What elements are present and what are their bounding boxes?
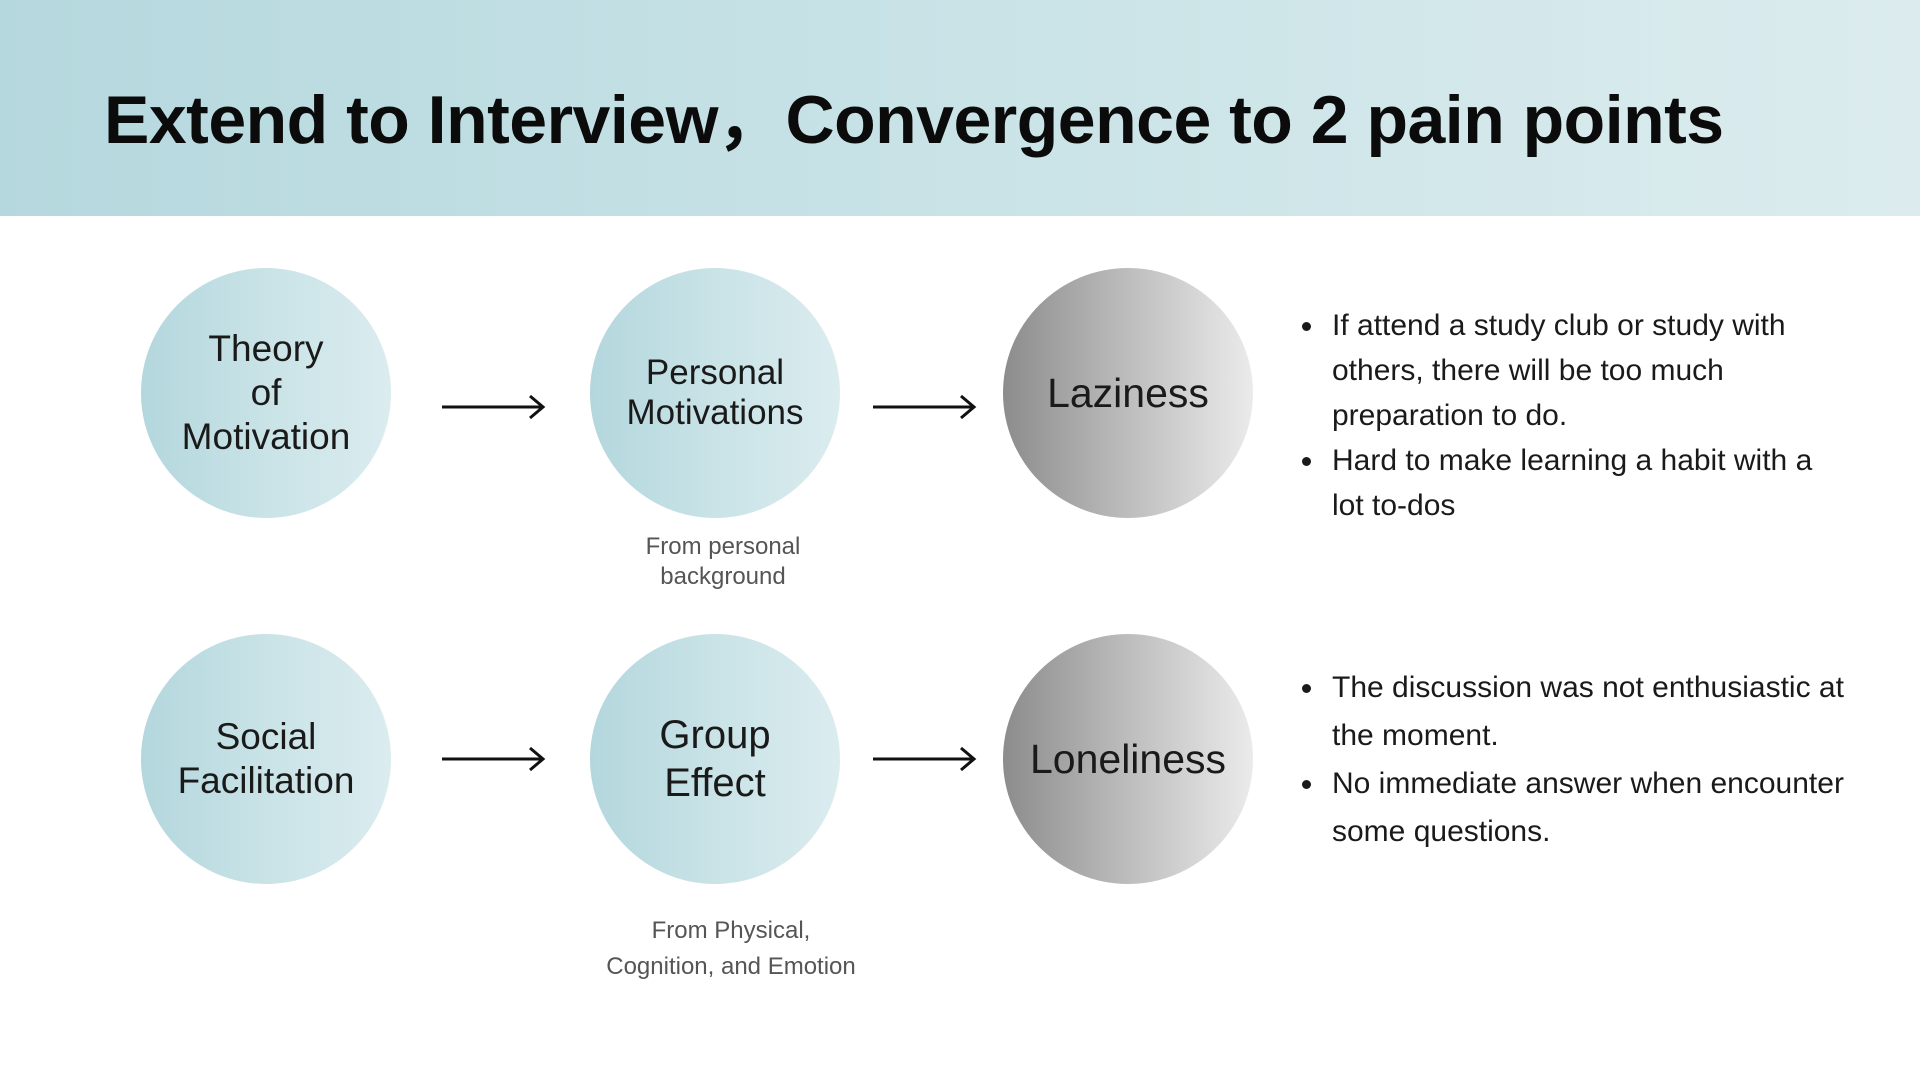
pain-point-circle-laziness: Laziness [1003, 268, 1253, 518]
factor-label: Personal Motivations [626, 353, 804, 432]
pain-point-label: Laziness [1047, 370, 1209, 416]
factor-caption: From Physical, Cognition, and Emotion [606, 917, 856, 980]
detail-item: Hard to make learning a habit with a lot… [1326, 438, 1846, 528]
pain-point-label: Loneliness [1029, 736, 1227, 782]
pain-point-details-list: The discussion was not enthusiastic at t… [1293, 664, 1846, 856]
detail-item: If attend a study club or study with oth… [1326, 303, 1846, 438]
theory-circle-social-facilitation: Social Facilitation [141, 634, 391, 884]
detail-item: No immediate answer when encounter some … [1326, 760, 1846, 856]
pain-point-circle-loneliness: Loneliness [1003, 634, 1253, 884]
factor-label: Group Effect [659, 713, 771, 805]
theory-label: Social Facilitation [177, 716, 355, 801]
right-arrow-icon [442, 394, 546, 420]
page-title: Extend to Interview，Convergence to 2 pai… [104, 82, 1724, 158]
header-banner: Extend to Interview，Convergence to 2 pai… [0, 0, 1920, 216]
right-arrow-icon [873, 394, 977, 420]
factor-caption: From personal background [645, 533, 801, 590]
pain-point-details-list: If attend a study club or study with oth… [1293, 303, 1846, 528]
detail-item: The discussion was not enthusiastic at t… [1326, 664, 1846, 760]
theory-circle-motivation: Theory of Motivation [141, 268, 391, 518]
theory-label: Theory of Motivation [181, 328, 351, 457]
factor-circle-group-effect: Group Effect [590, 634, 840, 884]
right-arrow-icon [442, 746, 546, 772]
factor-circle-personal-motivations: Personal Motivations [590, 268, 840, 518]
right-arrow-icon [873, 746, 977, 772]
